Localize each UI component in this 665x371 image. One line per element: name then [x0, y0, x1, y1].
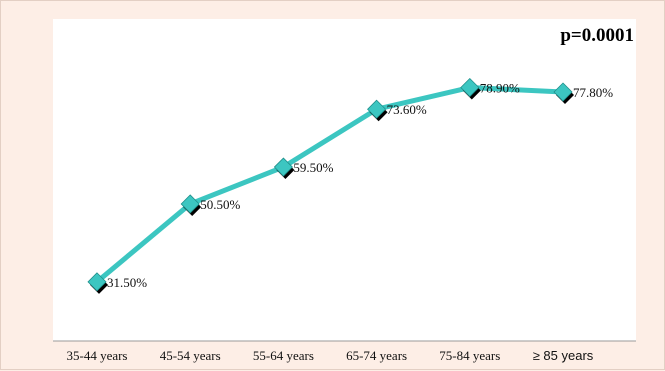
- x-tick-label: 35-44 years: [66, 348, 127, 363]
- data-label: 78.90%: [480, 81, 520, 96]
- series-line: [94, 85, 566, 285]
- data-label: 73.60%: [387, 102, 427, 117]
- data-label: 59.50%: [293, 160, 333, 175]
- x-tick-label: 55-64 years: [253, 348, 314, 363]
- plot-area: [53, 19, 636, 341]
- x-tick-label: 65-74 years: [346, 348, 407, 363]
- data-label: 77.80%: [573, 85, 613, 100]
- data-point-marker: [180, 194, 200, 214]
- p-value-annotation: p=0.0001: [560, 25, 634, 46]
- x-tick-label: 45-54 years: [160, 348, 221, 363]
- x-tick-label: 75-84 years: [439, 348, 500, 363]
- data-point-marker: [460, 77, 480, 98]
- x-tick-label: ≥ 85 years: [533, 348, 594, 363]
- data-label: 31.50%: [107, 275, 147, 290]
- data-point-marker: [553, 82, 573, 102]
- data-label: 50.50%: [200, 197, 240, 212]
- data-point-marker: [273, 157, 293, 177]
- data-point-marker: [367, 99, 387, 119]
- data-point-marker: [87, 272, 107, 292]
